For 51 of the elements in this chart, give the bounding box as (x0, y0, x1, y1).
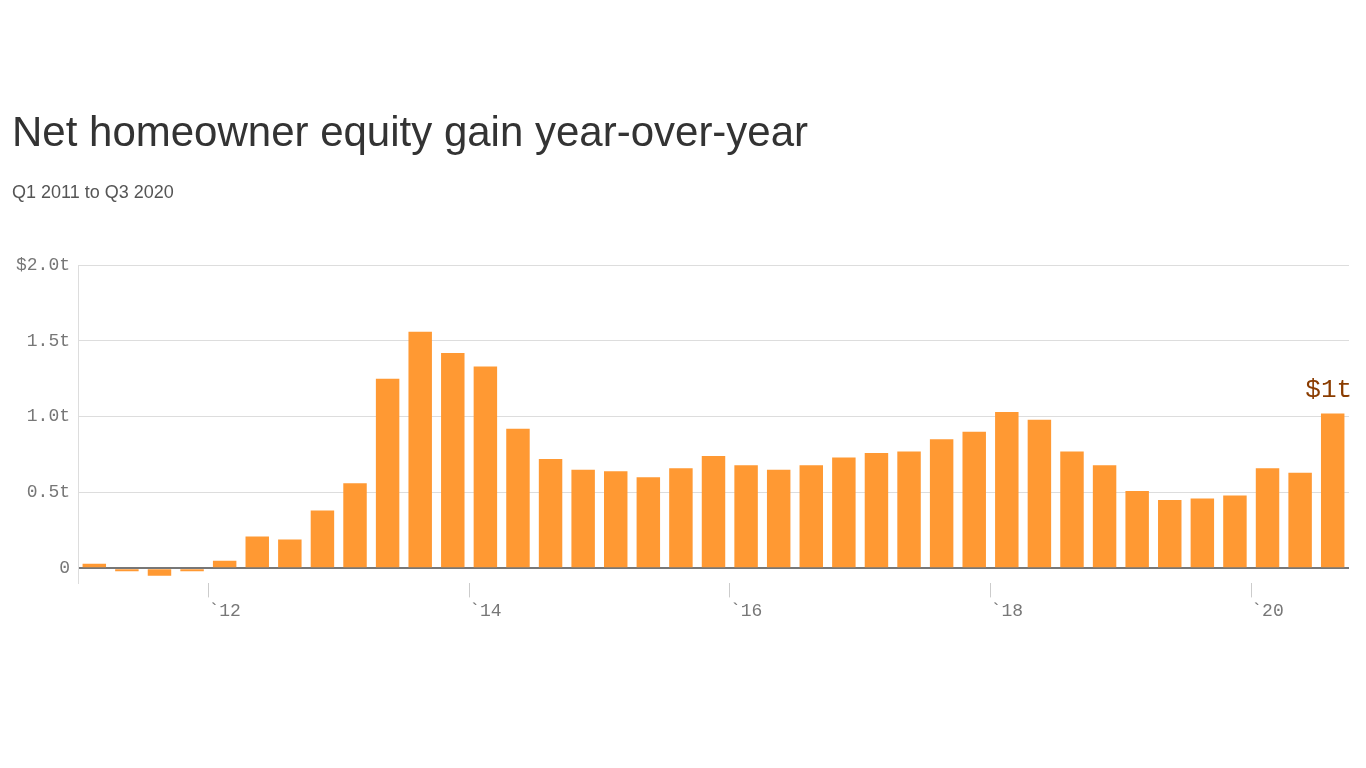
y-tick-label: 0.5t (26, 482, 71, 503)
bar (310, 510, 335, 568)
bar (1125, 490, 1149, 568)
bar (832, 457, 856, 568)
bar (408, 331, 432, 568)
bar (669, 468, 693, 568)
y-tick-label: 1.0t (26, 406, 71, 427)
bar (1060, 451, 1084, 568)
bar (245, 536, 269, 568)
bar (995, 412, 1019, 568)
y-tick-label: $2.0t (15, 254, 71, 275)
bar (571, 469, 595, 568)
bar (1092, 465, 1117, 568)
bar (1223, 495, 1247, 568)
x-tick-label: `18 (990, 600, 1024, 621)
bar (1255, 468, 1280, 568)
bar (636, 477, 661, 568)
bar (897, 451, 921, 568)
x-tick-label: `20 (1251, 600, 1284, 621)
bar (929, 439, 954, 568)
bar (604, 471, 628, 568)
bar (212, 560, 237, 568)
bar (473, 366, 498, 568)
bar (1027, 419, 1052, 568)
annotation: $1t (1305, 375, 1353, 406)
y-tick-label: 1.5t (26, 330, 71, 351)
bar (799, 465, 824, 568)
bar (375, 378, 400, 568)
bar (734, 465, 758, 568)
bar (1158, 500, 1182, 568)
chart-subtitle: Q1 2011 to Q3 2020 (12, 182, 175, 203)
bar (115, 569, 139, 572)
bar (1320, 413, 1345, 568)
bar (701, 456, 726, 568)
bar (1190, 498, 1215, 568)
bar (766, 469, 791, 568)
bar (343, 483, 367, 568)
bar (962, 431, 986, 568)
bar (506, 428, 530, 568)
y-tick-label: 0 (59, 558, 71, 578)
bar (441, 352, 465, 568)
bar (180, 569, 204, 572)
bar (864, 453, 889, 568)
bar (1288, 472, 1312, 568)
bar (278, 539, 302, 568)
x-tick-label: `14 (469, 600, 502, 621)
x-tick-label: `16 (729, 600, 763, 621)
bar (147, 569, 172, 576)
x-tick-label: `12 (208, 600, 241, 621)
chart-title: Net homeowner equity gain year-over-year (12, 108, 810, 156)
bar (538, 459, 563, 568)
